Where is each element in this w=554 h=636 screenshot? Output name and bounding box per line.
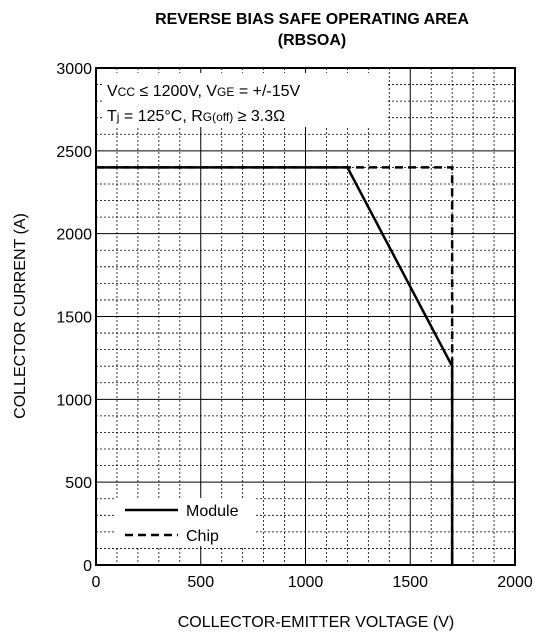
legend-label-chip: Chip (186, 528, 219, 545)
y-tick-label: 2000 (56, 227, 92, 244)
legend-label-module: Module (186, 503, 239, 520)
x-tick-label: 0 (92, 574, 101, 591)
y-tick-label: 2500 (56, 144, 92, 161)
major-grid (96, 68, 515, 565)
series-layer (96, 166, 454, 565)
annotation-line2: Tj = 125°C, RG(off) ≥ 3.3Ω (107, 108, 285, 125)
chart-title-line2: (RBSOA) (278, 32, 346, 49)
y-axis-label: COLLECTOR CURRENT (A) (12, 213, 29, 419)
legend: Module Chip (114, 498, 254, 546)
y-tick-label: 500 (65, 475, 92, 492)
y-tick-label: 1500 (56, 310, 92, 327)
x-tick-labels: 0 500 1000 1500 2000 (92, 574, 533, 591)
y-tick-label: 0 (83, 558, 92, 575)
y-tick-label: 1000 (56, 392, 92, 409)
x-tick-label: 2000 (497, 574, 533, 591)
chart-title-line1: REVERSE BIAS SAFE OPERATING AREA (155, 11, 469, 28)
annotation-background (102, 73, 386, 127)
y-tick-labels: 0 500 1000 1500 2000 2500 3000 (56, 61, 92, 575)
y-tick-label: 3000 (56, 61, 92, 78)
x-axis-label: COLLECTOR-EMITTER VOLTAGE (V) (178, 614, 454, 631)
plot-frame (95, 67, 516, 566)
annotation-line1: VCC ≤ 1200V, VGE = +/-15V (107, 83, 301, 100)
x-tick-label: 500 (187, 574, 214, 591)
x-tick-label: 1500 (392, 574, 428, 591)
legend-background (114, 498, 254, 546)
series-line-module (96, 166, 454, 565)
x-tick-label: 1000 (288, 574, 324, 591)
